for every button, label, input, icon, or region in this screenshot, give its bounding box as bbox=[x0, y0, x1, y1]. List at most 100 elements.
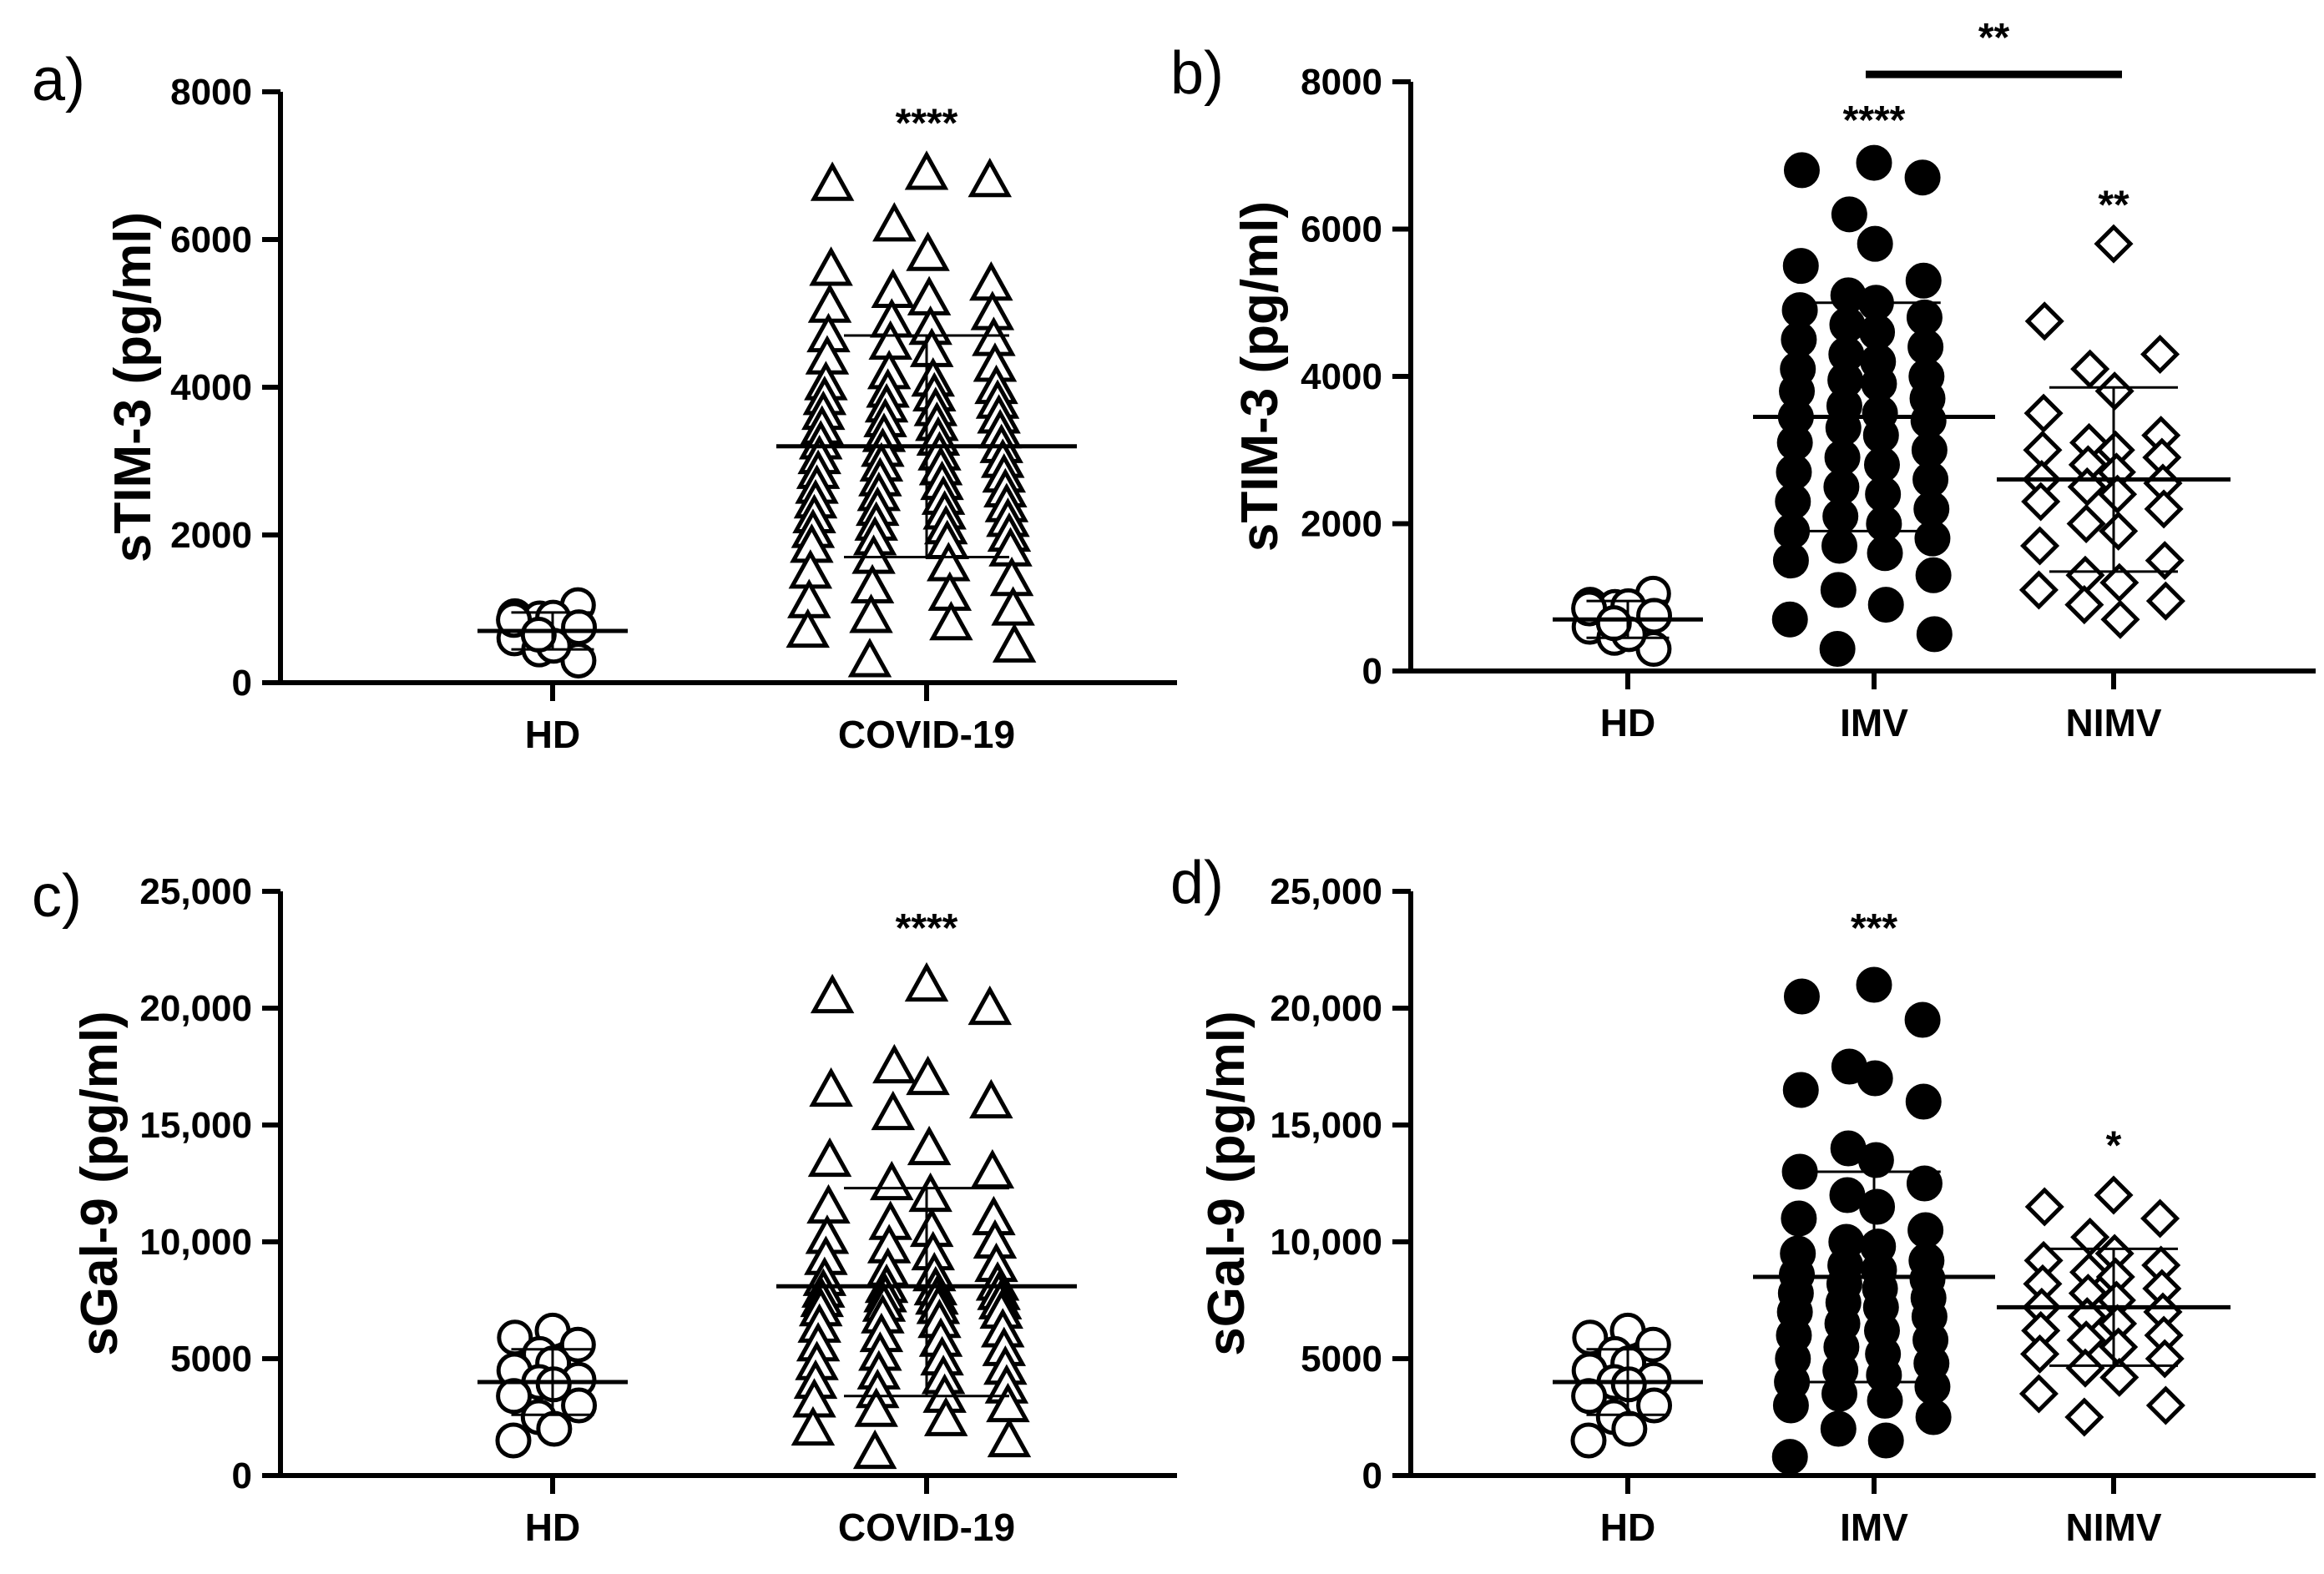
data-point bbox=[810, 973, 855, 1014]
data-point bbox=[1906, 1165, 1943, 1202]
panel-letter-d: d) bbox=[1170, 850, 1224, 916]
data-point bbox=[1820, 1410, 1857, 1447]
y-tick-label-d: 15,000 bbox=[1270, 1105, 1382, 1146]
data-point bbox=[1912, 462, 1949, 498]
data-point bbox=[1905, 1083, 1942, 1120]
series-c-COVID-19 bbox=[776, 961, 1077, 1470]
data-point bbox=[1819, 631, 1856, 668]
panel-d: d) sGal-9 (pg/ml) 0 5000 10,000 15,000 20,000 2… bbox=[1170, 850, 2316, 1549]
y-tick-label-b: 0 bbox=[1362, 651, 1382, 692]
panel-letter-b: b) bbox=[1170, 40, 1224, 107]
data-point bbox=[2099, 563, 2140, 603]
data-point bbox=[1867, 1422, 1904, 1459]
data-point bbox=[1821, 527, 1858, 564]
data-point bbox=[806, 1183, 851, 1224]
data-point bbox=[1914, 1369, 1951, 1405]
data-point bbox=[2100, 599, 2140, 639]
data-point bbox=[1774, 512, 1811, 549]
data-point bbox=[904, 150, 949, 190]
data-point bbox=[1771, 601, 1808, 638]
y-tick-label-d: 5000 bbox=[1301, 1339, 1382, 1380]
data-point bbox=[1857, 225, 1893, 262]
x-tick-label-b: IMV bbox=[1840, 701, 1908, 744]
data-point bbox=[906, 1055, 950, 1096]
data-point bbox=[2145, 541, 2185, 581]
data-point bbox=[906, 231, 950, 271]
data-point bbox=[1634, 1326, 1671, 1363]
y-tick-label-b: 6000 bbox=[1301, 209, 1382, 250]
data-point bbox=[2099, 1357, 2140, 1397]
data-point bbox=[1822, 498, 1859, 535]
data-point bbox=[1910, 402, 1947, 439]
data-point bbox=[2023, 393, 2064, 433]
data-point bbox=[2020, 1334, 2060, 1374]
data-point bbox=[1867, 1382, 1903, 1419]
data-point bbox=[1781, 321, 1817, 358]
panel-a: a) sTIM-3 (pg/ml) 0 2000 4000 6000 8000 HD COVID… bbox=[32, 47, 1177, 756]
data-point bbox=[872, 202, 917, 242]
series-d-NIMV bbox=[1997, 1175, 2231, 1437]
data-point bbox=[1907, 1212, 1944, 1249]
data-point bbox=[1782, 1072, 1819, 1108]
data-point bbox=[1611, 1410, 1648, 1447]
data-point bbox=[1863, 446, 1900, 483]
data-point bbox=[809, 1067, 853, 1107]
data-point bbox=[2099, 511, 2139, 551]
data-point bbox=[1915, 557, 1952, 593]
data-point bbox=[1636, 598, 1673, 634]
y-tick-label-c: 20,000 bbox=[139, 988, 252, 1029]
data-point bbox=[992, 623, 1037, 663]
data-point bbox=[1859, 1188, 1896, 1225]
data-point bbox=[967, 158, 1013, 198]
data-point bbox=[1829, 1177, 1866, 1213]
data-point bbox=[1783, 978, 1820, 1015]
data-point bbox=[1916, 616, 1953, 653]
data-point bbox=[2144, 489, 2184, 529]
data-point bbox=[1781, 1200, 1817, 1237]
data-point bbox=[1823, 468, 1860, 505]
data-point bbox=[2024, 1187, 2064, 1227]
panel-b: b) sTIM-3 (pg/ml) 0 2000 4000 6000 8000 HD IMV NI… bbox=[1170, 16, 2316, 744]
panel-letter-c: c) bbox=[32, 863, 82, 930]
data-point bbox=[1772, 542, 1809, 579]
data-point bbox=[1867, 535, 1903, 572]
series-b-NIMV bbox=[1997, 224, 2231, 639]
y-tick-label-d: 25,000 bbox=[1270, 871, 1382, 912]
data-point bbox=[871, 1090, 916, 1131]
data-point bbox=[1865, 476, 1902, 512]
data-point bbox=[967, 985, 1013, 1026]
y-tick-label-c: 10,000 bbox=[139, 1222, 252, 1263]
data-point bbox=[561, 1387, 598, 1424]
y-tick-label-b: 4000 bbox=[1301, 356, 1382, 397]
y-axis-title-d: sGal-9 (pg/ml) bbox=[1198, 1011, 1255, 1355]
data-point bbox=[1856, 966, 1892, 1003]
data-point bbox=[536, 1410, 573, 1447]
data-point bbox=[1783, 152, 1820, 189]
data-point bbox=[1911, 431, 1948, 468]
y-axis-title-a: sTIM-3 (pg/ml) bbox=[104, 212, 162, 563]
significance-label: **** bbox=[1843, 98, 1906, 143]
data-point bbox=[1771, 1439, 1808, 1476]
data-point bbox=[1772, 1387, 1809, 1424]
x-tick-label-d: NIMV bbox=[2066, 1506, 2162, 1549]
y-tick-label-b: 2000 bbox=[1301, 504, 1382, 545]
data-point bbox=[1636, 1387, 1673, 1424]
data-point bbox=[847, 638, 892, 678]
y-tick-label-a: 8000 bbox=[170, 72, 252, 113]
data-point bbox=[2098, 474, 2138, 514]
data-point bbox=[2024, 301, 2064, 341]
y-axis-title-c: sGal-9 (pg/ml) bbox=[71, 1011, 129, 1355]
y-tick-label-d: 0 bbox=[1362, 1455, 1382, 1496]
data-point bbox=[1862, 417, 1899, 454]
data-point bbox=[2145, 1385, 2185, 1425]
y-tick-label-a: 0 bbox=[232, 663, 252, 704]
data-point bbox=[810, 161, 855, 201]
data-point bbox=[2094, 224, 2134, 264]
data-point bbox=[986, 1382, 1030, 1423]
x-tick-label-c: COVID-19 bbox=[838, 1506, 1015, 1549]
data-point bbox=[2021, 482, 2061, 522]
data-point bbox=[1781, 292, 1818, 329]
data-point bbox=[1915, 1399, 1952, 1435]
y-tick-label-c: 25,000 bbox=[139, 871, 252, 912]
